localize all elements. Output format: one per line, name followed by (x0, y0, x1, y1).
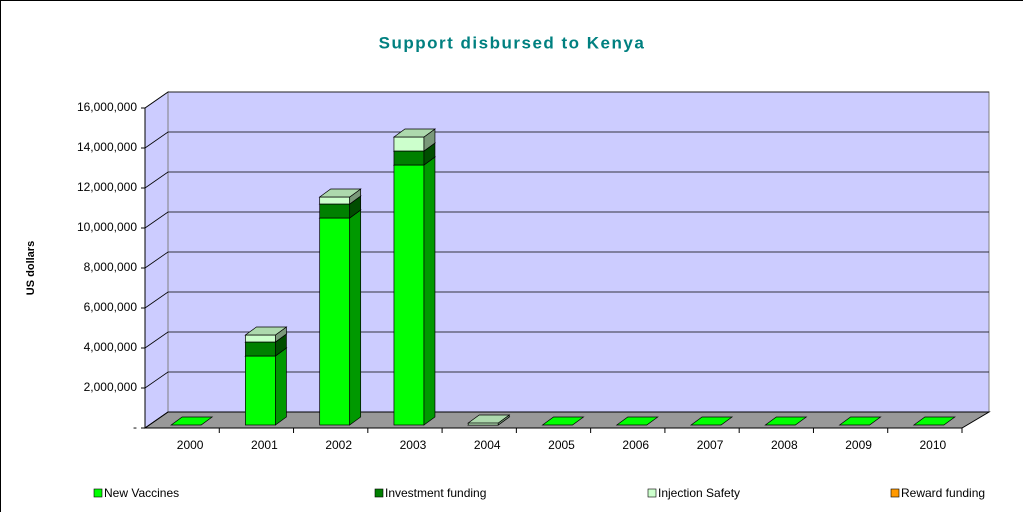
y-tick-label: 12,000,000 (77, 180, 137, 194)
x-tick-label: 2005 (548, 438, 575, 452)
x-tick-label: 2000 (177, 438, 204, 452)
grid-line (144, 371, 989, 389)
bar-side (275, 347, 287, 426)
bar-top (615, 416, 659, 426)
x-tick-label: 2009 (845, 438, 872, 452)
y-tick-label: 10,000,000 (77, 220, 137, 234)
grid-line (144, 91, 989, 109)
bar (245, 341, 276, 357)
y-tick-label: 4,000,000 (84, 340, 138, 354)
x-tick-label: 2007 (697, 438, 724, 452)
bar-top (541, 416, 585, 426)
bar-top (170, 416, 214, 426)
x-tick-label: 2004 (474, 438, 501, 452)
bar (393, 164, 425, 426)
bar-top (764, 416, 808, 426)
x-tick-label: 2006 (622, 438, 649, 452)
bar-side (423, 156, 436, 426)
grid-line (144, 291, 989, 309)
y-axis-label: US dollars (25, 241, 37, 295)
y-tick-label: 16,000,000 (77, 100, 137, 114)
x-tick-label: 2008 (771, 438, 798, 452)
bar (319, 203, 351, 219)
bar-side (349, 209, 362, 426)
grid-line (144, 131, 989, 149)
bar-top (689, 416, 734, 426)
grid-line (144, 331, 989, 349)
legend-swatch (890, 488, 900, 498)
chart-title: Support disbursed to Kenya (379, 33, 646, 52)
bar (245, 334, 276, 343)
x-tick-label: 2001 (251, 438, 278, 452)
legend-swatch (647, 488, 657, 498)
legend-label: Reward funding (901, 486, 985, 500)
grid-line (144, 251, 989, 269)
x-tick-label: 2002 (325, 438, 352, 452)
bar-top (838, 416, 882, 426)
bar-top (392, 128, 437, 138)
y-tick-label: 2,000,000 (84, 380, 138, 394)
y-tick-label: - (133, 420, 137, 434)
bar-top (318, 188, 362, 198)
bar-top (467, 414, 511, 424)
bar (319, 217, 351, 426)
legend-label: Injection Safety (658, 486, 740, 500)
bar (393, 150, 425, 166)
legend-swatch (374, 488, 384, 498)
y-tick-label: 8,000,000 (84, 260, 138, 274)
legend-swatch (93, 488, 103, 498)
legend-label: New Vaccines (104, 486, 179, 500)
grid-line (144, 171, 989, 189)
x-tick-label: 2010 (920, 438, 947, 452)
grid-line (144, 411, 989, 429)
y-tick-label: 6,000,000 (84, 300, 138, 314)
bar (245, 355, 276, 426)
grid-line (144, 211, 989, 229)
bar (393, 136, 425, 152)
y-tick-label: 14,000,000 (77, 140, 137, 154)
x-tick-label: 2003 (400, 438, 427, 452)
legend-label: Investment funding (385, 486, 486, 500)
bar (319, 196, 351, 205)
bar-top (912, 416, 956, 426)
bar-top (244, 326, 288, 336)
